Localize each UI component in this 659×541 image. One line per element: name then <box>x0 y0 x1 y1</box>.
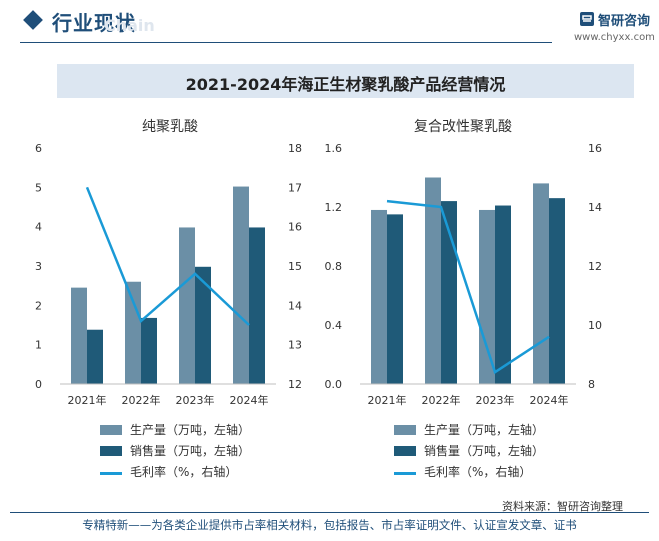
chart-composite-pla: 0.0 0.4 0.8 1.2 1.6 8 10 12 14 16 2021年 2022年 2023年 2… <box>325 142 603 407</box>
right-axis-tick-label: 12 <box>288 378 302 391</box>
bar-sales <box>549 198 565 384</box>
legend-label-margin: 毛利率（%，右轴） <box>130 465 238 479</box>
bar-sales <box>141 317 157 384</box>
legend-swatch-margin <box>394 472 416 475</box>
legend-swatch-margin <box>100 472 122 475</box>
legend-label-margin: 毛利率（%，右轴） <box>424 465 532 479</box>
bar-production <box>179 227 195 384</box>
legend-label-production: 生产量（万吨，左轴） <box>130 423 251 437</box>
main-title: 2021-2024年海正生材聚乳酸产品经营情况 <box>185 75 506 94</box>
x-axis-tick-label: 2023年 <box>176 393 215 407</box>
x-axis-tick-label: 2024年 <box>230 393 269 407</box>
left-axis-tick-label: 5 <box>35 181 42 194</box>
line-gross-margin <box>85 186 250 326</box>
header-divider <box>20 42 552 43</box>
section-subtitle: Chain <box>104 16 155 35</box>
left-axis-tick-label: 4 <box>35 221 42 234</box>
x-axis-tick-label: 2021年 <box>68 393 107 407</box>
logo-icon <box>580 12 594 26</box>
left-axis-tick-label: 0 <box>35 378 42 391</box>
right-axis-tick-label: 13 <box>288 339 302 352</box>
right-axis-tick-label: 14 <box>588 201 602 214</box>
left-axis-tick-label: 6 <box>35 142 42 155</box>
x-axis-tick-label: 2022年 <box>122 393 161 407</box>
section-title: 行业现状 <box>52 11 136 35</box>
legend-swatch-production <box>394 425 416 435</box>
chart-1-title: 纯聚乳酸 <box>142 119 198 135</box>
right-axis-tick-label: 17 <box>288 181 302 194</box>
left-axis-tick-label: 1 <box>35 339 42 352</box>
footer-divider <box>10 512 649 513</box>
legend-label-production: 生产量（万吨，左轴） <box>424 423 545 437</box>
chart-title-bar: 2021-2024年海正生材聚乳酸产品经营情况 <box>57 64 634 98</box>
bar-production <box>371 209 387 384</box>
left-axis-tick-label: 2 <box>35 299 42 312</box>
brand-logo: 智研咨询 www.chyxx.com <box>562 8 655 48</box>
right-axis-tick-label: 8 <box>588 378 595 391</box>
bar-sales <box>249 227 265 384</box>
legend-swatch-sales <box>100 446 122 456</box>
right-axis-tick-label: 12 <box>588 260 602 273</box>
right-axis-tick-label: 16 <box>288 221 302 234</box>
left-axis-tick-label: 1.2 <box>325 201 343 214</box>
right-axis-tick-label: 10 <box>588 319 602 332</box>
page-header: 行业现状 Chain <box>0 0 659 44</box>
legend-swatch-production <box>100 425 122 435</box>
bar-production <box>479 209 495 384</box>
bar-sales <box>387 214 403 384</box>
right-axis-tick-label: 18 <box>288 142 302 155</box>
line-gross-margin <box>386 199 550 375</box>
right-axis-tick-label: 16 <box>588 142 602 155</box>
footer-text: 专精特新——为各类企业提供市占率相关材料，包括报告、市占率证明文件、认证宣发文章… <box>82 518 577 532</box>
legend-label-sales: 销售量（万吨，左轴） <box>424 444 545 458</box>
x-axis-tick-label: 2022年 <box>422 393 461 407</box>
x-axis-tick-label: 2024年 <box>530 393 569 407</box>
x-axis-tick-label: 2023年 <box>476 393 515 407</box>
left-axis-tick-label: 3 <box>35 260 42 273</box>
left-axis-tick-label: 0.4 <box>325 319 343 332</box>
logo-name: 智研咨询 <box>598 14 651 29</box>
logo-url: www.chyxx.com <box>574 32 655 43</box>
left-axis-tick-label: 0.0 <box>325 378 343 391</box>
left-axis-tick-label: 0.8 <box>325 260 343 273</box>
bar-production <box>233 186 249 384</box>
legend-swatch-sales <box>394 446 416 456</box>
bar-production <box>71 287 87 384</box>
left-axis-tick-label: 1.6 <box>325 142 343 155</box>
right-axis-tick-label: 15 <box>288 260 302 273</box>
x-axis-tick-label: 2021年 <box>368 393 407 407</box>
header-diamond-icon <box>23 10 43 30</box>
bar-production <box>425 177 441 384</box>
source-note: 资料来源：智研咨询整理 <box>502 500 623 513</box>
bar-sales <box>87 329 103 384</box>
right-axis-tick-label: 14 <box>288 299 302 312</box>
bar-production <box>533 183 549 384</box>
bar-sales <box>495 205 511 384</box>
bar-production <box>125 281 141 384</box>
chart-2-title: 复合改性聚乳酸 <box>414 119 512 135</box>
legend-label-sales: 销售量（万吨，左轴） <box>130 444 251 458</box>
bar-sales <box>195 266 211 384</box>
